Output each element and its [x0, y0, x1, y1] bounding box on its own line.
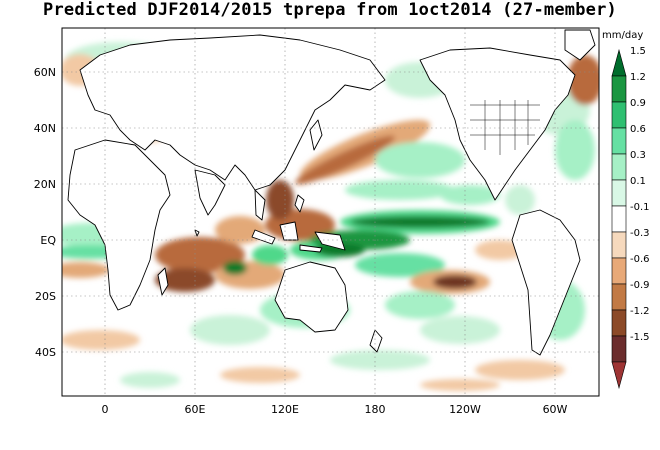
lon-label: 180 — [365, 403, 386, 416]
coastlines — [67, 29, 596, 356]
lat-label: 40N — [34, 122, 56, 135]
map-title: Predicted DJF2014/2015 tprepa from 1oct2… — [43, 0, 617, 20]
lon-label: 0 — [102, 403, 109, 416]
graticule — [62, 28, 599, 396]
lon-label: 120E — [271, 403, 299, 416]
lat-label: 40S — [35, 346, 56, 359]
colorbar: 1.5 1.2 0.9 0.6 0.3 0.1 -0.1 -0.3 -0.6 -0.9 -1.2 -1… — [611, 46, 650, 390]
colorbar-swatch — [611, 179, 627, 207]
colorbar-label: -0.3 — [630, 228, 650, 239]
lon-label: 120W — [449, 403, 481, 416]
colorbar-swatch — [611, 153, 627, 181]
lon-axis: 0 60E 120E 180 120W 60W — [102, 403, 568, 416]
colorbar-label: 1.5 — [630, 46, 646, 57]
colorbar-swatch — [611, 283, 627, 311]
colorbar-label: 0.9 — [630, 98, 646, 109]
colorbar-swatch — [611, 335, 627, 363]
lat-label: 20S — [35, 290, 56, 303]
colorbar-swatch — [611, 48, 627, 77]
colorbar-swatch — [611, 309, 627, 337]
lon-label: 60E — [185, 403, 206, 416]
units-label: mm/day — [602, 30, 644, 41]
colorbar-swatch — [611, 231, 627, 259]
colorbar-label: -1.2 — [630, 306, 650, 317]
colorbar-label: -0.9 — [630, 280, 650, 291]
colorbar-label: 0.6 — [630, 124, 646, 135]
colorbar-label: -1.5 — [630, 332, 650, 343]
colorbar-label: 1.2 — [630, 72, 646, 83]
lat-label: 60N — [34, 66, 56, 79]
lat-label: EQ — [40, 234, 56, 247]
colorbar-swatch — [611, 205, 627, 233]
us-state-lines — [470, 100, 540, 155]
lon-label: 60W — [543, 403, 568, 416]
precip-anomaly-field — [62, 28, 599, 396]
colorbar-swatch — [611, 101, 627, 129]
colorbar-swatch — [611, 257, 627, 285]
colorbar-label: -0.6 — [630, 254, 650, 265]
colorbar-label: -0.1 — [630, 202, 650, 213]
colorbar-swatch — [611, 361, 627, 390]
colorbar-label: 0.3 — [630, 150, 646, 161]
lat-axis: 60N 40N 20N EQ 20S 40S — [34, 66, 57, 359]
colorbar-swatch — [611, 75, 627, 103]
lat-label: 20N — [34, 178, 56, 191]
colorbar-swatch — [611, 127, 627, 155]
colorbar-label: 0.1 — [630, 176, 646, 187]
